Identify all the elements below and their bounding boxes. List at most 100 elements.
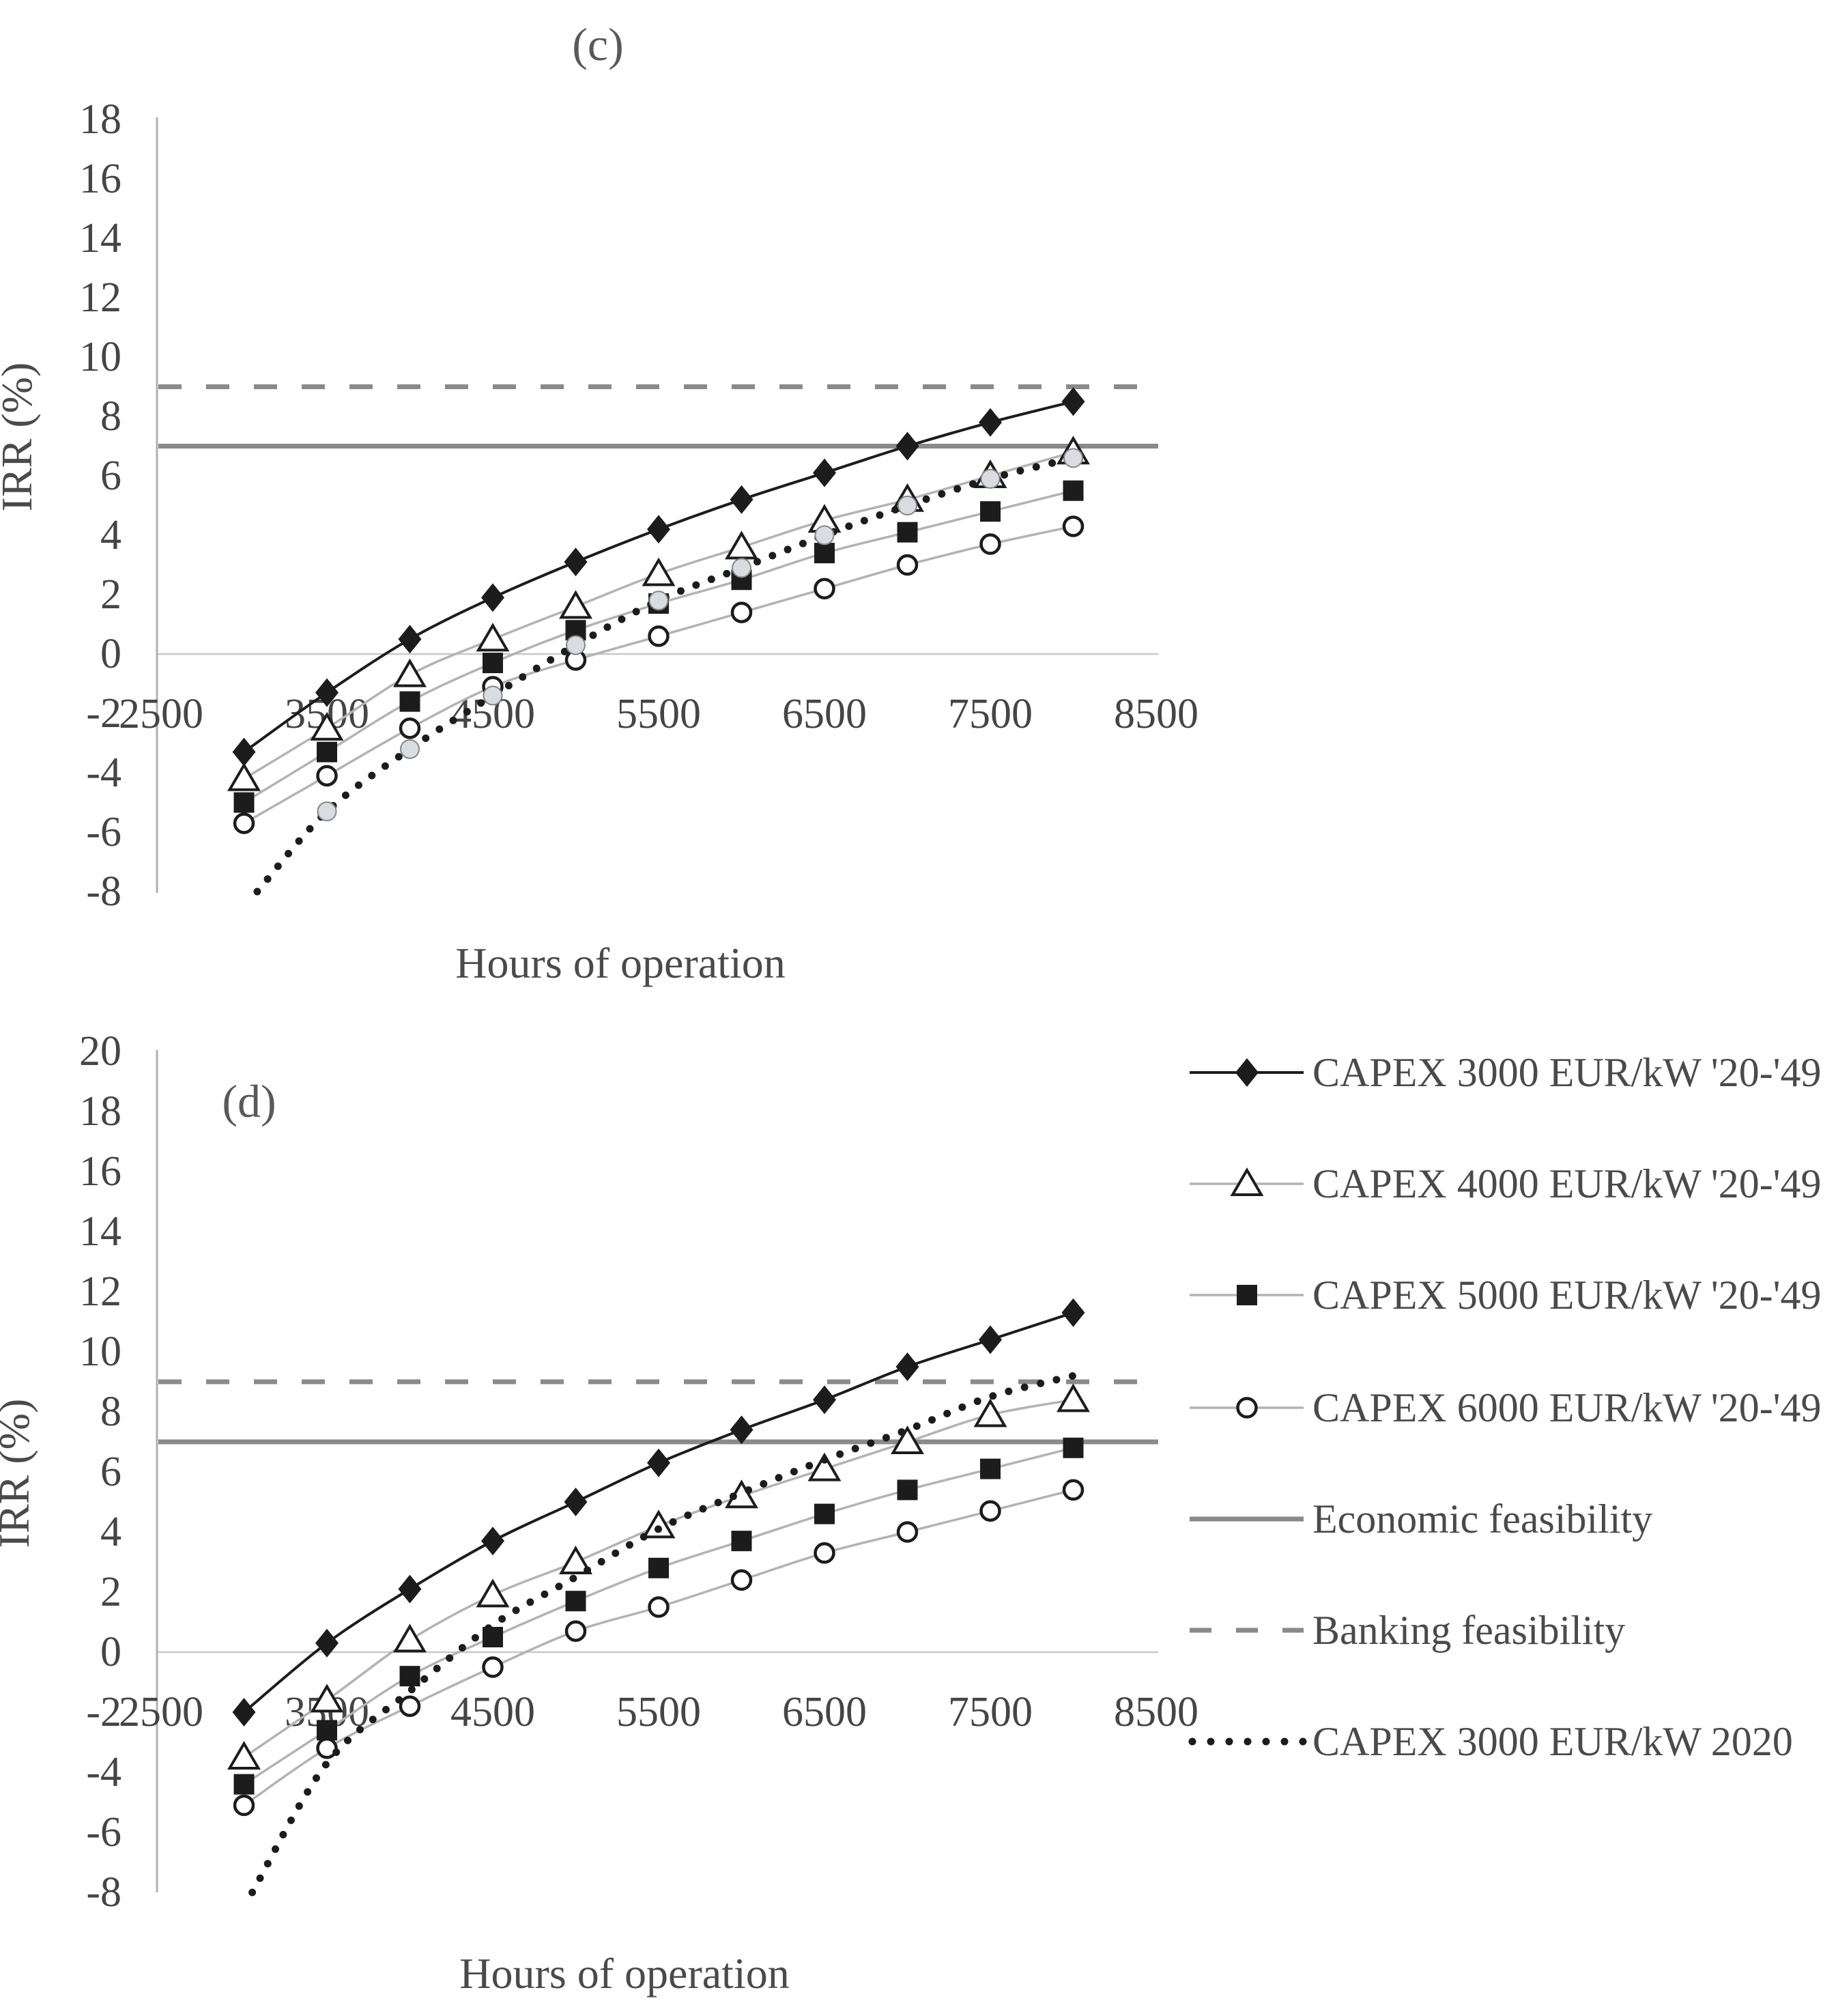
y-tick-label: 0 [100, 1629, 121, 1675]
triangle-marker [807, 1452, 842, 1481]
diamond-marker [895, 1352, 919, 1381]
square-marker [317, 1720, 337, 1741]
panel-d-x-axis-title: Hours of operation [459, 1949, 789, 1998]
diamond-marker [315, 1628, 339, 1658]
gray-circle-marker [814, 525, 835, 545]
gray-circle-marker [400, 739, 420, 759]
y-tick-label: 16 [79, 1148, 121, 1195]
legend-item-label: CAPEX 5000 EUR/kW '20-'49 [1312, 1273, 1822, 1318]
capex-3000-eur-kw-2020-path [253, 454, 1077, 896]
gray-circle-marker [898, 496, 917, 515]
square-marker [648, 1557, 669, 1578]
legend: CAPEX 3000 EUR/kW '20-'49 CAPEX 4000 EUR/… [1188, 1050, 1822, 1764]
legend-item-capex-3000-eur-kw-20-49: CAPEX 3000 EUR/kW '20-'49 [1190, 1050, 1822, 1095]
y-tick-label: 6 [100, 453, 121, 499]
y-tick-label: 6 [100, 1449, 121, 1495]
gray-circle-marker [648, 591, 669, 611]
y-tick-label: 10 [79, 1329, 121, 1375]
x-tick-labels: 2500350045005500650075008500 [119, 1689, 1198, 1735]
diamond-marker [315, 678, 339, 707]
panel-d-plot-area: 20181614121086420-2-4-6-8250035004500550… [79, 1028, 1198, 1916]
square-marker [1063, 480, 1084, 501]
triangle-marker [1230, 1167, 1264, 1196]
open-circle-marker [979, 1500, 1001, 1522]
gray-circle-marker [317, 801, 337, 822]
square-marker [233, 792, 255, 813]
square-marker [317, 741, 337, 763]
y-tick-label: 10 [79, 334, 121, 380]
x-tick-label: 4500 [450, 1689, 535, 1735]
diamond-marker [481, 583, 504, 612]
series-capex-3000-eur-kw-2020 [248, 1372, 1077, 1897]
triangle-marker [227, 1741, 261, 1770]
diamond-marker [979, 408, 1002, 437]
gray-circle-marker [566, 635, 586, 655]
open-circle-marker [316, 1737, 338, 1759]
y-tick-label: -2 [86, 1689, 121, 1735]
gray-circle-marker [1063, 448, 1083, 468]
diamond-marker [564, 548, 588, 577]
open-circle-marker [979, 533, 1001, 555]
y-tick-label: -6 [86, 1809, 121, 1856]
panel-c-plot-area: 181614121086420-2-4-6-825003500450055006… [79, 96, 1198, 915]
panel-c-x-axis-title: Hours of operation [455, 939, 785, 987]
legend-item-capex-5000-eur-kw-20-49: CAPEX 5000 EUR/kW '20-'49 [1190, 1273, 1822, 1318]
square-marker [897, 1479, 918, 1501]
x-tick-label: 8500 [1114, 1689, 1198, 1735]
panel-c: (c) IRR (%) Hours of operation 181614121… [0, 18, 1198, 987]
diamond-marker [232, 737, 256, 767]
panel-d-y-axis-title: IRR (%) [0, 1399, 38, 1548]
y-tick-label: 16 [79, 156, 121, 202]
open-circle-marker [814, 1542, 835, 1564]
triangle-marker [310, 1684, 344, 1713]
y-tick-label: -4 [86, 1749, 121, 1795]
legend-item-label: CAPEX 3000 EUR/kW '20-'49 [1312, 1050, 1822, 1095]
diamond-marker [647, 515, 670, 544]
triangle-marker [393, 658, 427, 687]
diamond-marker [1235, 1058, 1259, 1087]
y-tick-label: -4 [86, 750, 121, 796]
y-tick-label: 0 [100, 631, 121, 677]
x-tick-label: 7500 [948, 691, 1033, 737]
square-marker [1063, 1437, 1084, 1458]
triangle-marker [973, 1398, 1007, 1428]
legend-item-label: Economic feasibility [1312, 1496, 1652, 1542]
legend-item-label: Banking feasibility [1312, 1608, 1625, 1653]
open-circle-marker [648, 625, 670, 647]
y-tick-label: -8 [86, 1869, 121, 1916]
x-tick-label: 8500 [1114, 691, 1198, 737]
open-circle-marker [648, 1596, 670, 1618]
open-circle-marker [564, 1620, 587, 1642]
gray-circle-marker [732, 558, 751, 578]
triangle-marker [476, 623, 510, 652]
series-capex-3000-eur-kw-2020 [253, 448, 1083, 896]
diamond-marker [647, 1448, 670, 1477]
triangle-marker [476, 1578, 510, 1608]
legend-item-label: CAPEX 3000 EUR/kW 2020 [1312, 1719, 1793, 1764]
y-tick-label: -8 [86, 868, 121, 915]
y-tick-labels: 18 16 14 12 10 8 6 4 2 0 -2 -4 -6 -8 [79, 96, 121, 915]
triangle-marker [725, 530, 758, 560]
open-circle-marker [1236, 1397, 1258, 1419]
y-tick-label: 4 [100, 1509, 121, 1555]
square-marker [814, 1503, 835, 1524]
triangle-marker [642, 557, 676, 586]
diamond-marker [813, 458, 836, 487]
diamond-marker [895, 431, 919, 461]
open-circle-marker [233, 1794, 255, 1817]
diamond-marker [232, 1698, 256, 1727]
triangle-marker [310, 711, 344, 741]
open-circle-marker [482, 1656, 504, 1678]
open-circle-marker [1062, 1479, 1085, 1501]
open-circle-marker [233, 812, 255, 834]
series-capex-5000-eur-kw-20-49 [233, 1437, 1084, 1795]
series-capex-3000-eur-kw-20-49 [232, 387, 1085, 767]
diamond-marker [564, 1488, 588, 1516]
triangle-marker [559, 590, 592, 619]
diamond-marker [979, 1325, 1002, 1354]
triangle-marker [393, 1623, 427, 1653]
y-tick-label: 14 [79, 215, 121, 261]
x-tick-label: 2500 [119, 691, 203, 737]
x-tick-label: 6500 [782, 1689, 867, 1735]
